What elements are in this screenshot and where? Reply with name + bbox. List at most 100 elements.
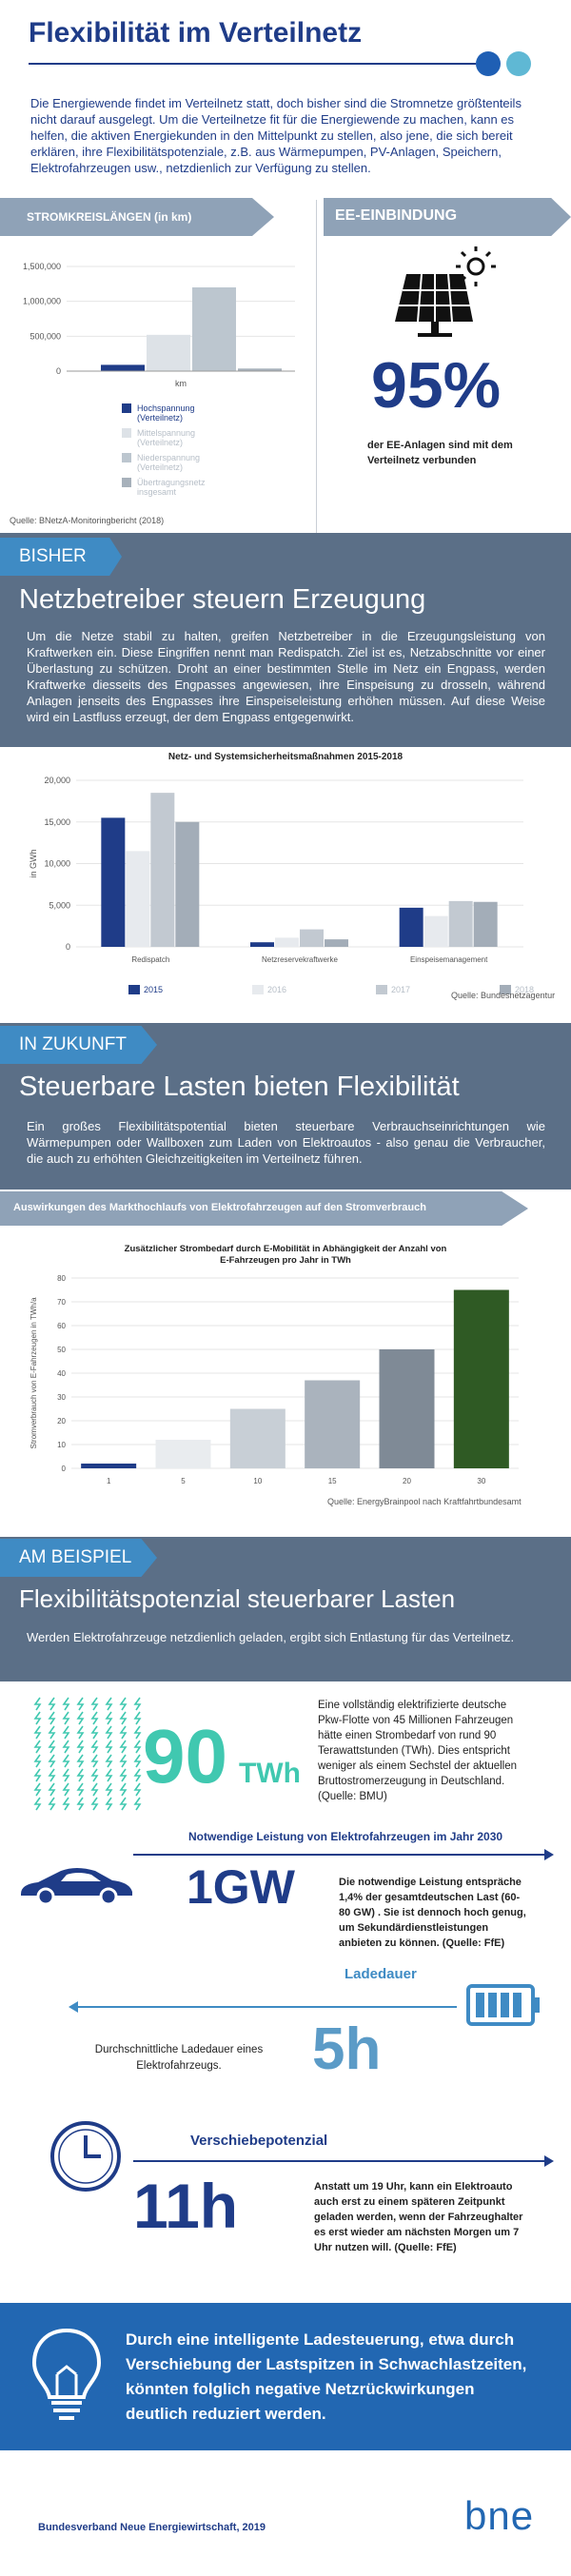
leistung-title: Notwendige Leistung von Elektrofahrzeuge… [188, 1830, 503, 1843]
y-tick-label: 40 [57, 1369, 66, 1378]
bar-netzreservekraftwerke-2016 [275, 937, 299, 947]
lightning-bolt-icon [105, 1768, 113, 1782]
stromkreis-source: Quelle: BNetzA-Monitoringbericht (2018) [10, 516, 165, 525]
lightning-bolt-icon [33, 1711, 42, 1725]
solar-panel-icon [395, 246, 496, 337]
lightning-bolt-icon [133, 1697, 142, 1711]
clock-icon [50, 2121, 121, 2192]
chart-title-line: Zusätzlicher Strombedarf durch E-Mobilit… [125, 1244, 447, 1254]
lightning-bolt-icon [119, 1768, 128, 1782]
lightning-bolt-icon [48, 1740, 56, 1754]
ladedauer-arrowhead [69, 2001, 78, 2013]
bar-netzreservekraftwerke-2017 [300, 929, 324, 947]
big-1gw: 1GW [187, 1860, 295, 1914]
lightning-bolt-icon [90, 1697, 99, 1711]
bar-15 [305, 1380, 361, 1468]
y-tick-label: 70 [57, 1298, 66, 1307]
lightning-bolt-icon [48, 1725, 56, 1740]
zukunft-banner-label: Auswirkungen des Markthochlaufs von Elek… [13, 1202, 426, 1213]
lightning-bolt-icon [33, 1782, 42, 1797]
legend-label: Niederspannung (Verteilnetz) [137, 453, 200, 472]
lightning-bolt-icon [90, 1782, 99, 1797]
bisher-title: Netzbetreiber steuern Erzeugung [19, 584, 426, 615]
lightning-bolt-icon [62, 1754, 70, 1768]
lightning-bolt-icon [62, 1725, 70, 1740]
battery-icon [466, 1984, 540, 2026]
ee-banner-label: EE-EINBINDUNG [335, 207, 458, 224]
x-tick-label: 15 [328, 1477, 337, 1485]
lightning-bolt-icon [119, 1711, 128, 1725]
lightning-bolt-icon [119, 1797, 128, 1811]
lightning-bolt-icon [48, 1754, 56, 1768]
stromkreis-banner-label: STROMKREISLÄNGEN (in km) [27, 210, 192, 224]
lightning-bolt-icon [105, 1740, 113, 1754]
lightning-bolt-icon [76, 1711, 85, 1725]
lightning-bolt-icon [76, 1797, 85, 1811]
y-tick-label: 500,000 [30, 331, 61, 341]
legend-label: 2015 [144, 985, 163, 994]
y-tick-label: 30 [57, 1393, 66, 1402]
x-tick-label: Einspeisemanagement [410, 955, 488, 964]
lightbulb-icon [31, 2328, 102, 2420]
beispiel-title: Flexibilitätspotenzial steuerbarer Laste… [19, 1584, 456, 1613]
lightning-bolt-icon [48, 1782, 56, 1797]
leistung-arrowhead [544, 1849, 554, 1860]
bar-redispatch-2015 [101, 817, 126, 947]
lightning-bolt-icon [62, 1711, 70, 1725]
bisher-tag: BISHER [0, 538, 122, 576]
lightning-bolt-icon [105, 1725, 113, 1740]
bar-redispatch-2018 [175, 821, 200, 947]
zukunft-text: Ein großes Flexibilitätspotential bieten… [27, 1119, 545, 1166]
x-tick-label: Netzreservekraftwerke [262, 955, 339, 964]
big-5h: 5h [312, 2016, 382, 2082]
y-tick-label: 20 [57, 1417, 66, 1426]
redispatch-source: Quelle: Bundesnetzagentur [451, 991, 556, 1000]
ladedauer-title: Ladedauer [345, 1966, 417, 1982]
lightning-bolt-icon [119, 1697, 128, 1711]
lightning-bolt-icon [90, 1725, 99, 1740]
bar-5 [155, 1440, 211, 1468]
big-90: 90 TWh [143, 1713, 301, 1800]
bar-mittelspannung-verteilnetz- [147, 334, 190, 371]
y-tick-label: 1,500,000 [23, 262, 61, 271]
conclusion-text: Durch eine intelligente Ladesteuerung, e… [126, 2330, 527, 2423]
legend-swatch [376, 985, 387, 994]
lightning-bolt-icon [48, 1768, 56, 1782]
lightning-bolt-icon [90, 1768, 99, 1782]
big-90-unit: TWh [238, 1758, 301, 1789]
zukunft-banner [0, 1191, 528, 1226]
x-tick-label: 30 [477, 1477, 485, 1485]
verschiebe-title: Verschiebepotenzial [190, 2133, 328, 2149]
y-tick-label: 60 [57, 1322, 66, 1330]
x-tick-label: 20 [403, 1477, 411, 1485]
verschiebe-arrowhead [544, 2155, 554, 2167]
header-dot-teal [506, 51, 531, 76]
lightning-pattern-icon [33, 1697, 142, 1811]
lightning-bolt-icon [119, 1754, 128, 1768]
verschiebe-arrow [133, 2160, 552, 2162]
leistung-arrow [133, 1854, 552, 1856]
stromkreis-banner [0, 198, 274, 236]
car-icon [21, 1868, 132, 1906]
beispiel-tag: AM BEISPIEL [0, 1539, 157, 1577]
legend-label: Übertragungsnetz insgesamt [137, 478, 206, 497]
legend-label: Mittelspannung (Verteilnetz) [137, 428, 195, 447]
legend-swatch [500, 985, 511, 994]
big-11h: 11h [133, 2171, 239, 2241]
ladedauer-arrow [76, 2006, 457, 2008]
bar-redispatch-2016 [126, 851, 150, 947]
stromkreis-chart: 1,500,000 1,000,000 500,000 0 km Hochspannung… [23, 262, 295, 497]
y-tick-label: 1,000,000 [23, 297, 61, 306]
y-tick-label: 0 [62, 1465, 67, 1473]
footer-credit: Bundesverband Neue Energiewirtschaft, 20… [38, 2522, 266, 2533]
y-tick-label: 0 [56, 366, 61, 376]
bar-netzreservekraftwerke-2015 [250, 942, 274, 947]
x-axis-label: km [175, 379, 187, 388]
y-tick-label: 10 [57, 1441, 66, 1449]
lightning-bolt-icon [133, 1754, 142, 1768]
lightning-bolt-icon [33, 1797, 42, 1811]
emobility-source: Quelle: EnergyBrainpool nach Kraftfahrtb… [327, 1497, 522, 1506]
lightning-bolt-icon [133, 1740, 142, 1754]
lightning-bolt-icon [33, 1754, 42, 1768]
